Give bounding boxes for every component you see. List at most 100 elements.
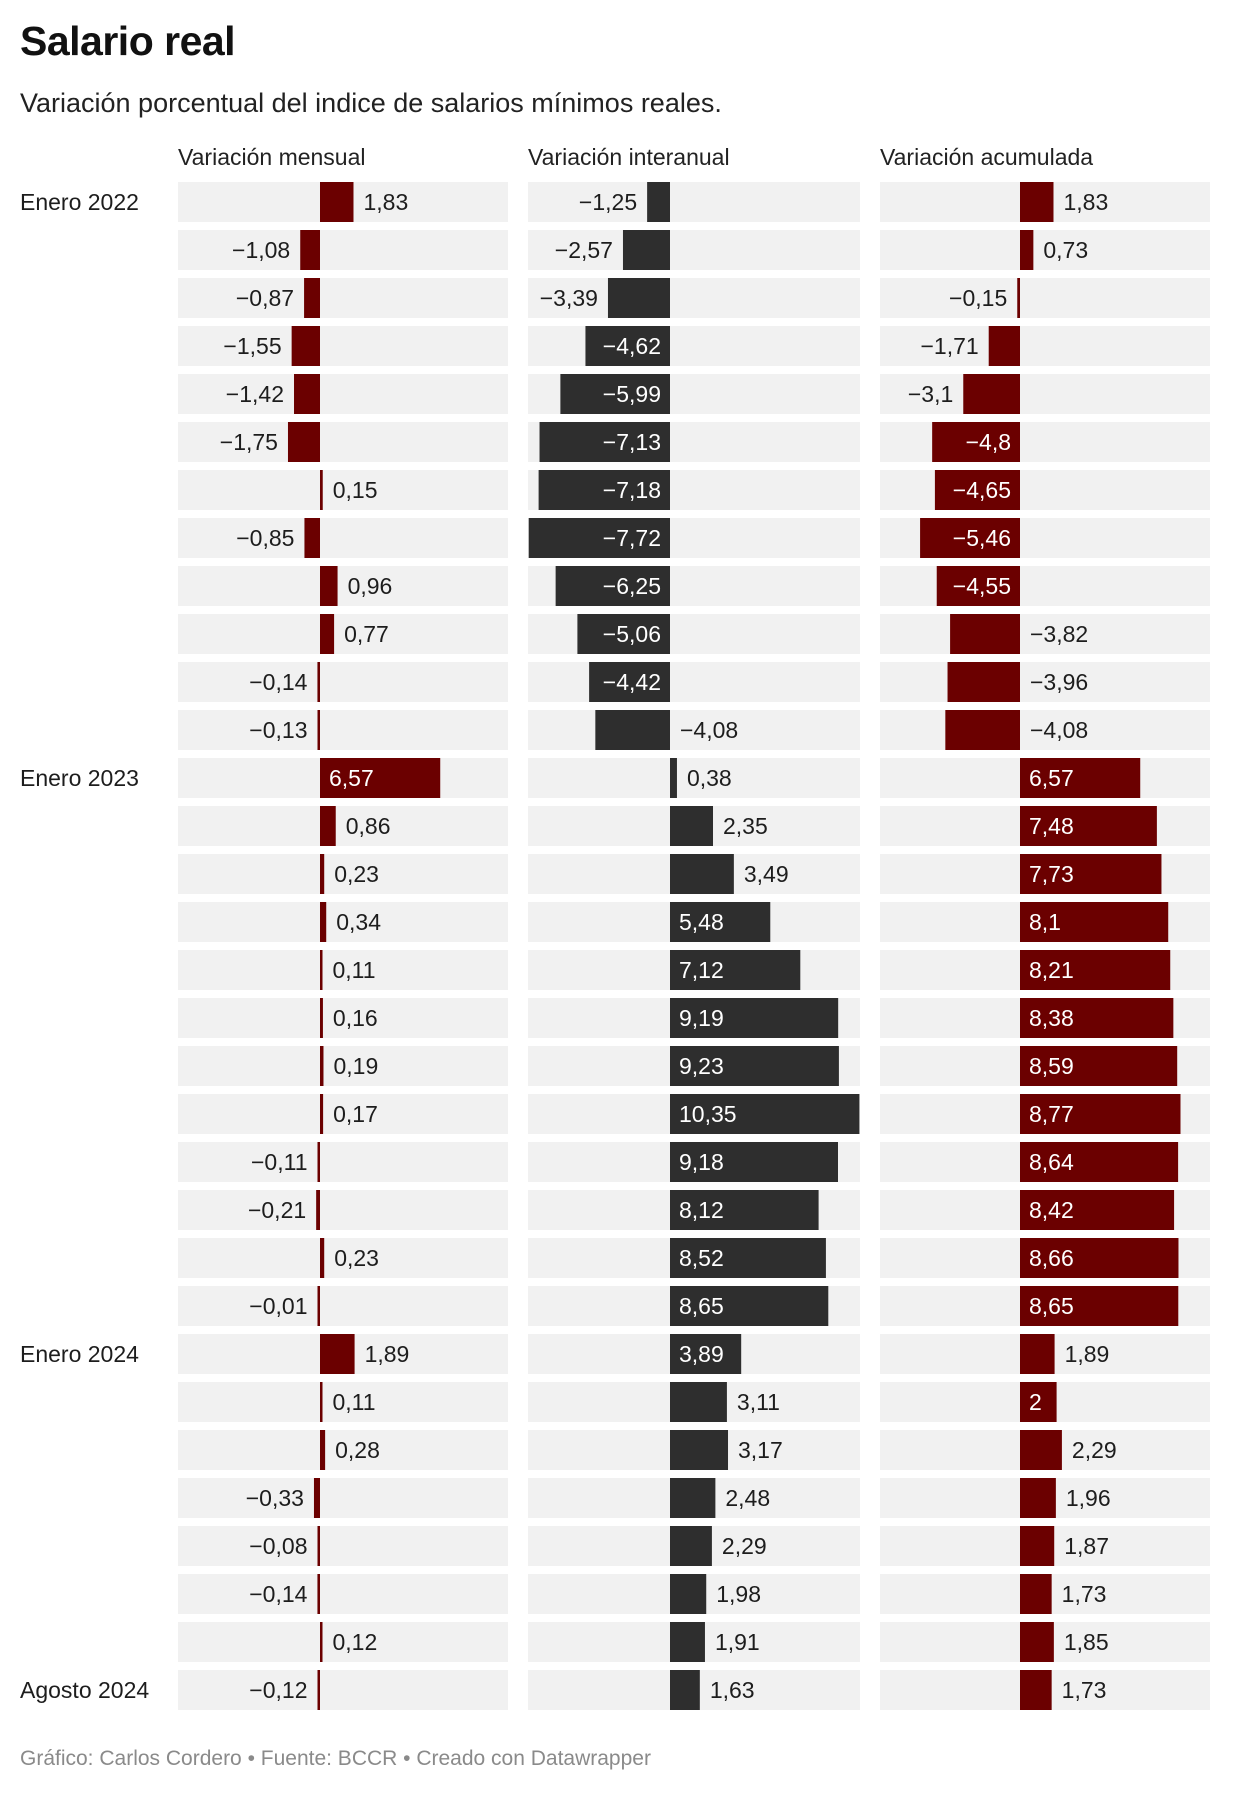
bar-row: 8,52 <box>528 1238 860 1278</box>
bar-row: 8,21 <box>880 950 1210 990</box>
bar-row: 7,73 <box>880 854 1210 894</box>
bar-track <box>178 326 508 366</box>
value-label: −7,18 <box>603 477 661 503</box>
bar <box>670 1622 705 1662</box>
bar <box>1020 806 1157 846</box>
value-label: 1,83 <box>363 189 408 215</box>
value-label: 1,89 <box>365 1341 410 1367</box>
bar <box>670 1238 826 1278</box>
value-label: 0,38 <box>687 765 732 791</box>
bar <box>320 758 441 798</box>
bar-row: 1,87 <box>880 1526 1210 1566</box>
bar-row: −1,75 <box>178 422 508 462</box>
bar-row: 1,89 <box>178 1334 508 1374</box>
value-label: −6,25 <box>603 573 661 599</box>
bar <box>555 566 670 606</box>
value-label: −1,42 <box>226 381 284 407</box>
bar-row: 3,17 <box>528 1430 860 1470</box>
bar <box>595 710 670 750</box>
bar-row: 1,73 <box>880 1574 1210 1614</box>
bar-track <box>178 1574 508 1614</box>
bar-row: −0,13 <box>178 710 508 750</box>
bar <box>950 614 1020 654</box>
value-label: 0,12 <box>333 1629 378 1655</box>
bar-row: 5,48 <box>528 902 860 942</box>
value-label: 0,34 <box>336 909 381 935</box>
bar-row: −0,01 <box>178 1286 508 1326</box>
bar-row: −4,8 <box>880 422 1210 462</box>
value-label: 1,96 <box>1066 1485 1111 1511</box>
value-label: 8,52 <box>679 1245 724 1271</box>
bar-track <box>880 278 1210 318</box>
bar <box>670 1670 700 1710</box>
bar-track <box>178 470 508 510</box>
bar-track <box>178 1286 508 1326</box>
bar-row: 2,29 <box>880 1430 1210 1470</box>
bar <box>528 518 670 558</box>
row-label: Enero 2024 <box>20 1341 139 1367</box>
value-label: −5,99 <box>603 381 661 407</box>
value-label: 9,19 <box>679 1005 724 1031</box>
bar <box>1020 998 1174 1038</box>
value-label: 0,96 <box>348 573 393 599</box>
bar-track <box>880 470 1210 510</box>
bar-track <box>528 230 860 270</box>
value-label: 7,12 <box>679 957 724 983</box>
bar-track <box>178 1190 508 1230</box>
bar <box>1020 1670 1052 1710</box>
value-label: −4,62 <box>603 333 661 359</box>
value-label: −4,65 <box>953 477 1011 503</box>
bar-row: −0,21 <box>178 1190 508 1230</box>
bar-track <box>178 710 508 750</box>
bar-row: −6,25 <box>528 566 860 606</box>
bar-track <box>178 1478 508 1518</box>
bar-row: 9,23 <box>528 1046 860 1086</box>
bar <box>670 1190 819 1230</box>
bar-row: 2 <box>880 1382 1210 1422</box>
bar <box>1020 1574 1052 1614</box>
bar <box>316 1190 320 1230</box>
bar <box>320 854 325 894</box>
value-label: −1,25 <box>579 189 637 215</box>
bar-row: −5,99 <box>528 374 860 414</box>
value-label: 1,89 <box>1065 1341 1110 1367</box>
bar <box>539 422 670 462</box>
bar-track <box>178 1382 508 1422</box>
row-label: Enero 2022 <box>20 189 139 215</box>
value-label: −0,08 <box>249 1533 307 1559</box>
value-label: −3,1 <box>908 381 953 407</box>
value-label: 0,77 <box>344 621 389 647</box>
bar <box>670 1094 860 1134</box>
bar-row: −1,42 <box>178 374 508 414</box>
bar-row: 0,86 <box>178 806 508 846</box>
bar-track <box>178 1238 508 1278</box>
bar-row: −5,46 <box>880 518 1210 558</box>
value-label: 0,23 <box>334 1245 379 1271</box>
value-label: 9,18 <box>679 1149 724 1175</box>
bar-row: 0,23 <box>178 1238 508 1278</box>
bar-track <box>528 326 860 366</box>
bar-row: 0,23 <box>178 854 508 894</box>
bar <box>963 374 1020 414</box>
bar-row: 10,35 <box>528 1094 860 1134</box>
bar <box>1020 230 1034 270</box>
bar-row: 6,57 <box>880 758 1210 798</box>
bar-track <box>178 422 508 462</box>
bar <box>317 1670 320 1710</box>
bar-row: 8,42 <box>880 1190 1210 1230</box>
bar-row: −0,14 <box>178 662 508 702</box>
value-label: 10,35 <box>679 1101 737 1127</box>
bar-track <box>178 1622 508 1662</box>
bar-row: −0,85 <box>178 518 508 558</box>
bar <box>320 806 336 846</box>
bar <box>1020 1334 1055 1374</box>
bar-track <box>528 278 860 318</box>
bar-row: 3,11 <box>528 1382 860 1422</box>
bar <box>317 1142 320 1182</box>
chart-title: Salario real <box>20 18 236 64</box>
bar <box>304 518 320 558</box>
value-label: −4,08 <box>1030 717 1088 743</box>
value-label: −0,01 <box>249 1293 307 1319</box>
bar <box>1017 278 1020 318</box>
bar-track <box>178 1670 508 1710</box>
